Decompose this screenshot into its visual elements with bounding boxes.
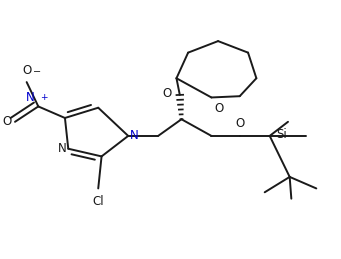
Text: −: −: [33, 67, 41, 77]
Text: O: O: [162, 87, 172, 100]
Text: Cl: Cl: [92, 195, 104, 208]
Text: O: O: [2, 115, 12, 128]
Text: O: O: [22, 64, 31, 77]
Text: N: N: [130, 130, 138, 142]
Text: Si: Si: [276, 128, 287, 141]
Text: N: N: [26, 91, 34, 104]
Text: O: O: [235, 117, 244, 130]
Text: N: N: [58, 142, 66, 155]
Text: +: +: [40, 93, 47, 102]
Text: O: O: [214, 102, 223, 115]
